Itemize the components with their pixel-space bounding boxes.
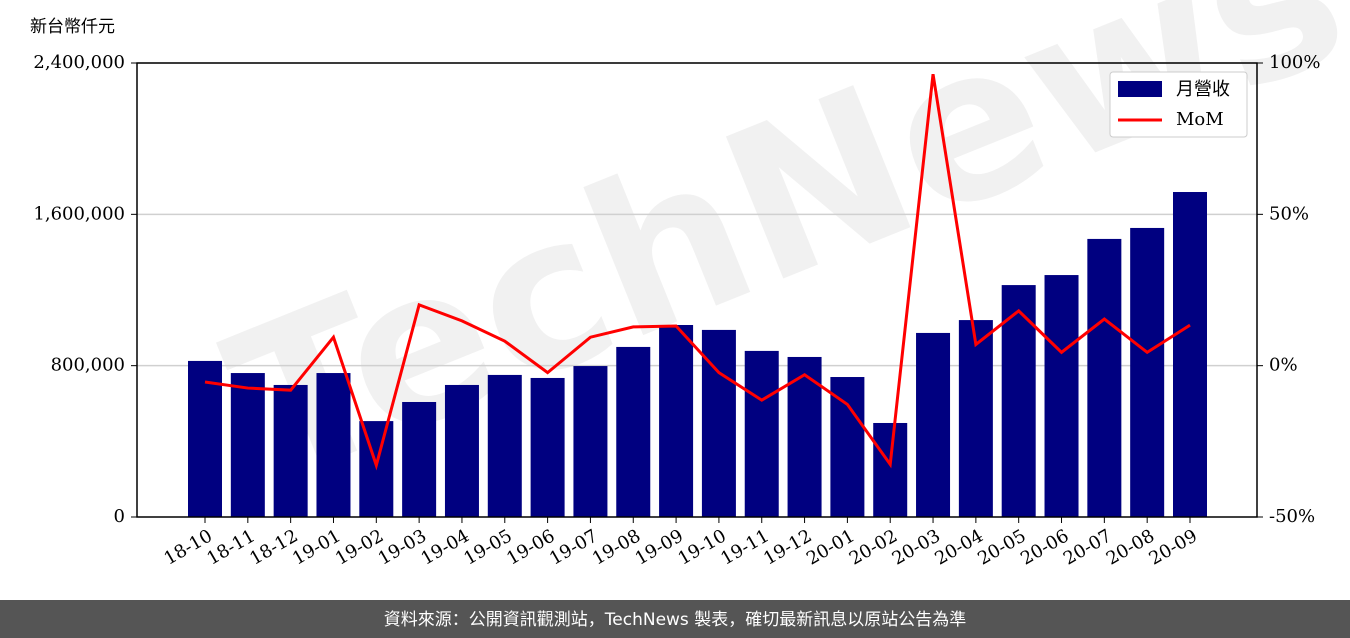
legend-swatch — [1118, 81, 1162, 97]
bar — [402, 401, 437, 517]
bar — [616, 346, 651, 517]
bar — [487, 374, 522, 517]
x-tick-label: 20-08 — [1103, 525, 1158, 569]
bar — [444, 384, 479, 517]
x-tick-label: 18-10 — [161, 525, 216, 569]
x-tick-label: 19-06 — [503, 525, 558, 569]
x-tick-label: 20-02 — [846, 525, 901, 569]
line — [204, 73, 1191, 471]
y-tick-label: 0 — [114, 506, 125, 527]
x-tick-label: 19-11 — [717, 525, 772, 569]
y-tick-label: 800,000 — [51, 355, 125, 376]
x-tick-label: 19-08 — [589, 525, 644, 569]
x-tick-label: 20-07 — [1060, 525, 1115, 569]
x-tick-label: 20-05 — [974, 525, 1029, 569]
x-tick-label: 18-12 — [246, 525, 301, 569]
x-tick-label: 19-01 — [289, 525, 344, 569]
bar — [744, 350, 779, 517]
x-tick-label: 19-02 — [332, 525, 387, 569]
footer-text: 資料來源：公開資訊觀測站，TechNews 製表，確切最新訊息以原站公告為準 — [384, 610, 966, 630]
y-axis-label: 新台幣仟元 — [30, 17, 115, 37]
legend-label: 月營收 — [1176, 79, 1230, 100]
plot-frame — [136, 62, 1258, 518]
y-tick-label: 1,600,000 — [33, 203, 125, 224]
y2-tick-label: 100% — [1269, 52, 1320, 73]
y-tick-label: 2,400,000 — [33, 52, 125, 73]
x-tick-label: 20-06 — [1017, 525, 1072, 569]
x-tick-label: 19-04 — [418, 525, 473, 569]
bar — [230, 373, 265, 517]
bar — [958, 320, 993, 517]
bar — [1173, 192, 1207, 518]
x-tick-label: 19-05 — [460, 525, 515, 569]
x-tick-label: 19-07 — [546, 525, 601, 569]
x-tick-label: 20-04 — [931, 525, 986, 569]
bar — [1044, 275, 1079, 517]
bar — [916, 332, 951, 517]
footer-bar — [0, 600, 1350, 638]
bar — [273, 384, 308, 517]
bar — [659, 324, 694, 517]
x-tick-label: 19-10 — [674, 525, 729, 569]
bar — [830, 377, 865, 517]
y2-tick-label: 0% — [1269, 355, 1298, 376]
x-tick-label: 19-09 — [632, 525, 687, 569]
bar — [1087, 238, 1122, 518]
bar — [573, 366, 608, 517]
bar — [316, 373, 351, 517]
bar — [1130, 227, 1165, 517]
x-tick-label: 18-11 — [203, 525, 258, 569]
x-tick-label: 20-01 — [803, 525, 858, 569]
y2-tick-label: -50% — [1269, 506, 1315, 527]
x-tick-label: 20-03 — [889, 525, 944, 569]
x-tick-label: 19-03 — [375, 525, 430, 569]
bar — [873, 422, 908, 517]
bar — [530, 377, 565, 517]
legend-label: MoM — [1176, 109, 1224, 130]
y2-tick-label: 50% — [1269, 203, 1309, 224]
x-tick-label: 20-09 — [1146, 525, 1201, 569]
x-tick-label: 19-12 — [760, 525, 815, 569]
bar — [188, 360, 222, 517]
